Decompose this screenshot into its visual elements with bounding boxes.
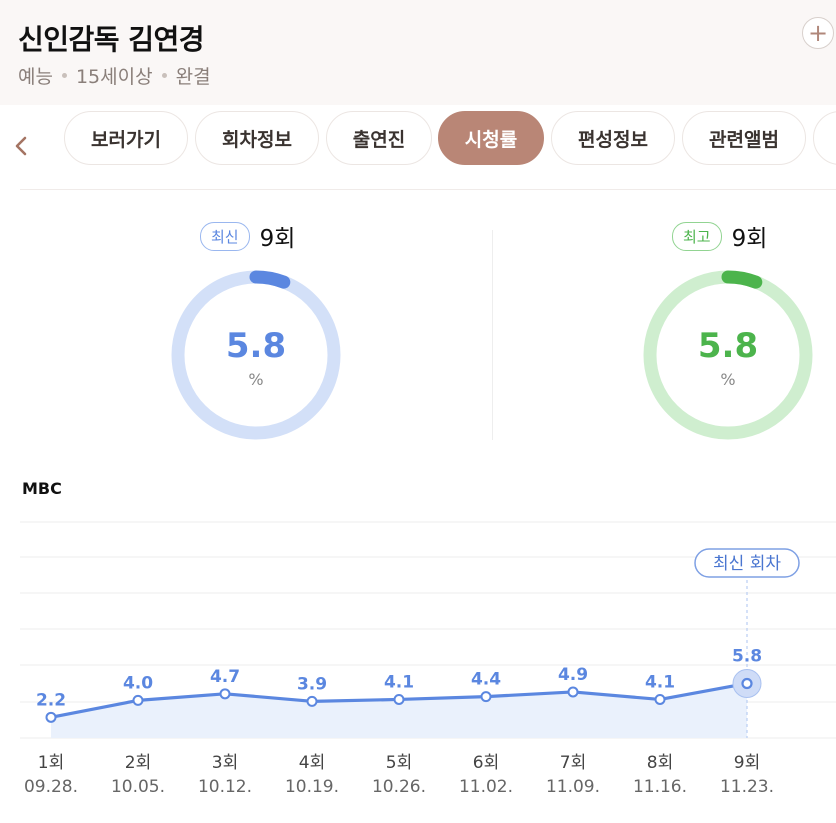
data-label: 2.2 xyxy=(36,690,66,710)
tab-episodes[interactable]: 회차정보 xyxy=(195,111,319,165)
x-tick-label: 8회 xyxy=(647,753,673,773)
data-label: 3.9 xyxy=(297,674,327,694)
data-point xyxy=(654,693,666,705)
x-date-label: 11.23. xyxy=(720,777,774,797)
x-tick-label: 7회 xyxy=(560,753,586,773)
data-point xyxy=(567,686,579,698)
gauge-progress xyxy=(249,270,291,289)
x-tick-label: 5회 xyxy=(386,753,412,773)
program-header: 신인감독 김연경 예능 15세이상 완결 + xyxy=(0,0,836,105)
x-date-label: 10.12. xyxy=(198,777,252,797)
chevron-left-icon[interactable] xyxy=(10,133,32,159)
best-value: 5.8 xyxy=(698,326,758,366)
latest-header: 최신 9회 xyxy=(200,219,295,253)
meta-genre: 예능 xyxy=(18,66,53,88)
best-episode: 9회 xyxy=(731,226,768,252)
tab-cast[interactable]: 출연진 xyxy=(326,111,432,165)
divider xyxy=(20,189,836,190)
ratings-chart: 2.2 1회 09.28. 4.0 2회 10.05. 4.7 3회 10.12. 3.9 4회 10… xyxy=(20,521,836,797)
data-point xyxy=(393,693,405,705)
x-date-label: 10.26. xyxy=(372,777,426,797)
gauge-progress xyxy=(721,270,763,289)
program-title: 신인감독 김연경 xyxy=(18,23,205,56)
x-tick-label: 3회 xyxy=(212,753,238,773)
latest-gauge: 5.8 % xyxy=(171,270,341,440)
meta-separator xyxy=(161,73,167,78)
tab-schedule[interactable]: 편성정보 xyxy=(551,111,675,165)
program-meta: 예능 15세이상 완결 xyxy=(18,62,211,89)
data-point xyxy=(132,694,144,706)
data-point xyxy=(219,688,231,700)
x-date-label: 11.09. xyxy=(546,777,600,797)
data-label: 4.1 xyxy=(645,672,675,692)
x-date-label: 09.28. xyxy=(24,777,78,797)
data-label: 4.7 xyxy=(210,667,240,687)
x-tick-label: 4회 xyxy=(299,753,325,773)
data-label: 4.0 xyxy=(123,673,153,693)
annotation-label: 최신 회차 xyxy=(713,554,781,574)
meta-separator xyxy=(61,73,67,78)
chart-title: MBC xyxy=(22,479,62,498)
tab-albums[interactable]: 관련앨범 xyxy=(682,111,806,165)
data-point xyxy=(480,691,492,703)
annotation-badge xyxy=(694,548,800,578)
tab-more[interactable] xyxy=(813,111,836,165)
plus-icon: + xyxy=(807,19,829,47)
best-badge: 최고 xyxy=(672,221,722,251)
meta-rating: 15세이상 xyxy=(75,66,153,88)
x-tick-label: 1회 xyxy=(38,753,64,773)
data-label: 4.1 xyxy=(384,672,414,692)
data-label: 4.9 xyxy=(558,665,588,685)
latest-value: 5.8 xyxy=(226,326,286,366)
x-tick-label: 2회 xyxy=(125,753,151,773)
x-date-label: 10.05. xyxy=(111,777,165,797)
tab-ratings[interactable]: 시청률 xyxy=(438,111,544,165)
data-point xyxy=(741,677,753,690)
data-label: 5.8 xyxy=(732,646,762,666)
data-label: 4.4 xyxy=(471,670,501,690)
x-date-label: 11.02. xyxy=(459,777,513,797)
tab-bar: 보러가기 회차정보 출연진 시청률 편성정보 관련앨범 xyxy=(0,105,836,189)
x-tick-label: 9회 xyxy=(734,753,760,773)
meta-status: 완결 xyxy=(175,66,211,88)
best-unit: % xyxy=(720,370,735,389)
x-date-label: 11.16. xyxy=(633,777,687,797)
stat-divider xyxy=(492,230,493,440)
data-point xyxy=(306,695,318,707)
latest-episode: 9회 xyxy=(259,226,296,252)
x-date-label: 10.19. xyxy=(285,777,339,797)
add-button[interactable]: + xyxy=(802,17,834,49)
tab-watch[interactable]: 보러가기 xyxy=(64,111,188,165)
data-point xyxy=(45,711,57,723)
best-gauge: 5.8 % xyxy=(643,270,813,440)
best-header: 최고 9회 xyxy=(672,219,767,253)
x-tick-label: 6회 xyxy=(473,753,499,773)
latest-badge: 최신 xyxy=(200,221,250,251)
latest-unit: % xyxy=(248,370,263,389)
